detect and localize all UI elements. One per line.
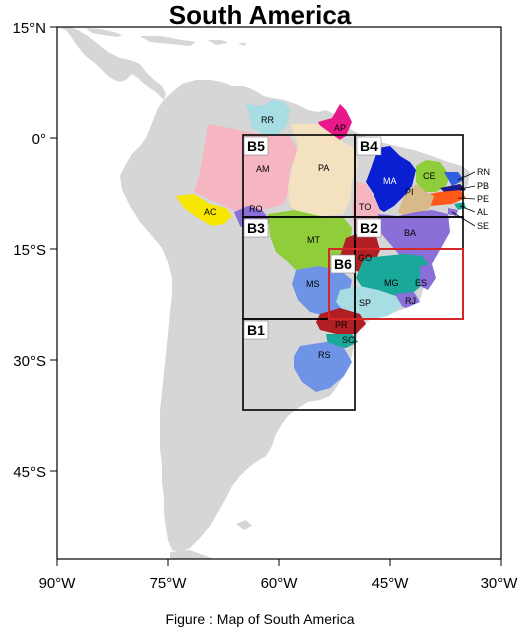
box-b1	[242, 318, 356, 411]
box-label-bg-b4	[356, 136, 382, 156]
state-rj	[396, 292, 420, 308]
box-label-bg-b1	[243, 320, 269, 340]
x-tick-label: 90°W	[39, 575, 77, 592]
box-label-bg-b6	[330, 254, 356, 274]
callout-label-rn: RN	[477, 167, 490, 177]
land-caribbean-islands	[86, 28, 246, 46]
state-label-to: TO	[359, 202, 371, 212]
box-label-bg-b5	[243, 136, 269, 156]
state-am	[194, 124, 298, 212]
box-label-b5: B5	[247, 138, 265, 154]
box-label-b6: B6	[334, 256, 352, 272]
y-tick-label: 15°N	[12, 20, 46, 37]
state-rr	[246, 100, 290, 134]
state-es	[420, 264, 436, 290]
region-boxes	[242, 134, 464, 411]
state-sc	[326, 334, 358, 348]
x-axis-labels: 90°W 75°W 60°W 45°W 30°W	[39, 575, 519, 592]
state-label-ro: RO	[249, 204, 263, 214]
state-label-ap: AP	[334, 123, 346, 133]
callout-label-se: SE	[477, 221, 489, 231]
state-mg	[356, 254, 432, 298]
state-rs	[294, 342, 352, 392]
state-ac	[176, 194, 232, 226]
brazil-states	[176, 100, 466, 392]
x-tick-label: 30°W	[481, 575, 519, 592]
box-label-bg-b3	[243, 218, 269, 238]
state-label-mg: MG	[384, 278, 399, 288]
state-label-am: AM	[256, 164, 270, 174]
land-tierra-del-fuego	[170, 550, 214, 559]
box-label-b4: B4	[360, 138, 378, 154]
state-label-ba: BA	[404, 228, 416, 238]
state-label-rs: RS	[318, 350, 331, 360]
callout-line-rn	[457, 171, 476, 181]
box-b6	[328, 248, 464, 320]
figure-caption: Figure : Map of South America	[165, 611, 355, 627]
y-tick-label: 0°	[32, 131, 46, 148]
box-label-b2: B2	[360, 220, 378, 236]
box-labels: B5 B4 B3 B2 B1 B6	[243, 136, 382, 340]
state-label-sp: SP	[359, 298, 371, 308]
state-label-mt: MT	[307, 235, 320, 245]
y-axis-labels: 15°N 0° 15°S 30°S 45°S	[12, 20, 46, 481]
state-label-pa: PA	[318, 163, 329, 173]
state-label-ms: MS	[306, 279, 320, 289]
y-tick-label: 45°S	[13, 464, 46, 481]
box-label-bg-b2	[356, 218, 382, 238]
state-ce	[416, 160, 450, 192]
state-sp	[336, 286, 402, 320]
state-label-rj: RJ	[405, 296, 416, 306]
x-tick-label: 60°W	[261, 575, 299, 592]
callout-labels: RN PB PE AL SE	[451, 167, 490, 231]
land-falklands	[236, 520, 252, 530]
state-pa	[288, 124, 358, 216]
y-tick-label: 30°S	[13, 353, 46, 370]
state-ma	[366, 146, 416, 212]
callout-line-pe	[457, 197, 476, 200]
state-label-sc: SC	[342, 335, 355, 345]
state-label-ce: CE	[423, 171, 436, 181]
state-labels: RR AP AM PA MA CE PI TO AC RO MT BA GO M…	[204, 115, 436, 360]
state-label-pi: PI	[405, 187, 414, 197]
callout-label-al: AL	[477, 207, 488, 217]
callout-label-pb: PB	[477, 181, 489, 191]
map-title: South America	[168, 0, 352, 30]
land-central-america	[57, 27, 166, 100]
y-tick-label: 15°S	[13, 242, 46, 259]
state-label-es: ES	[415, 278, 427, 288]
callout-label-pe: PE	[477, 194, 489, 204]
state-label-ma: MA	[383, 176, 397, 186]
state-label-ac: AC	[204, 207, 217, 217]
state-ms	[292, 266, 352, 316]
state-pi	[398, 184, 434, 218]
box-label-b1: B1	[247, 322, 265, 338]
state-rn	[444, 172, 464, 186]
state-label-pr: PR	[335, 320, 348, 330]
box-label-b3: B3	[247, 220, 265, 236]
x-tick-label: 75°W	[150, 575, 188, 592]
state-label-rr: RR	[261, 115, 274, 125]
state-ba	[378, 210, 450, 266]
x-tick-label: 45°W	[372, 575, 410, 592]
tick-marks	[50, 26, 502, 566]
state-label-go: GO	[358, 253, 372, 263]
